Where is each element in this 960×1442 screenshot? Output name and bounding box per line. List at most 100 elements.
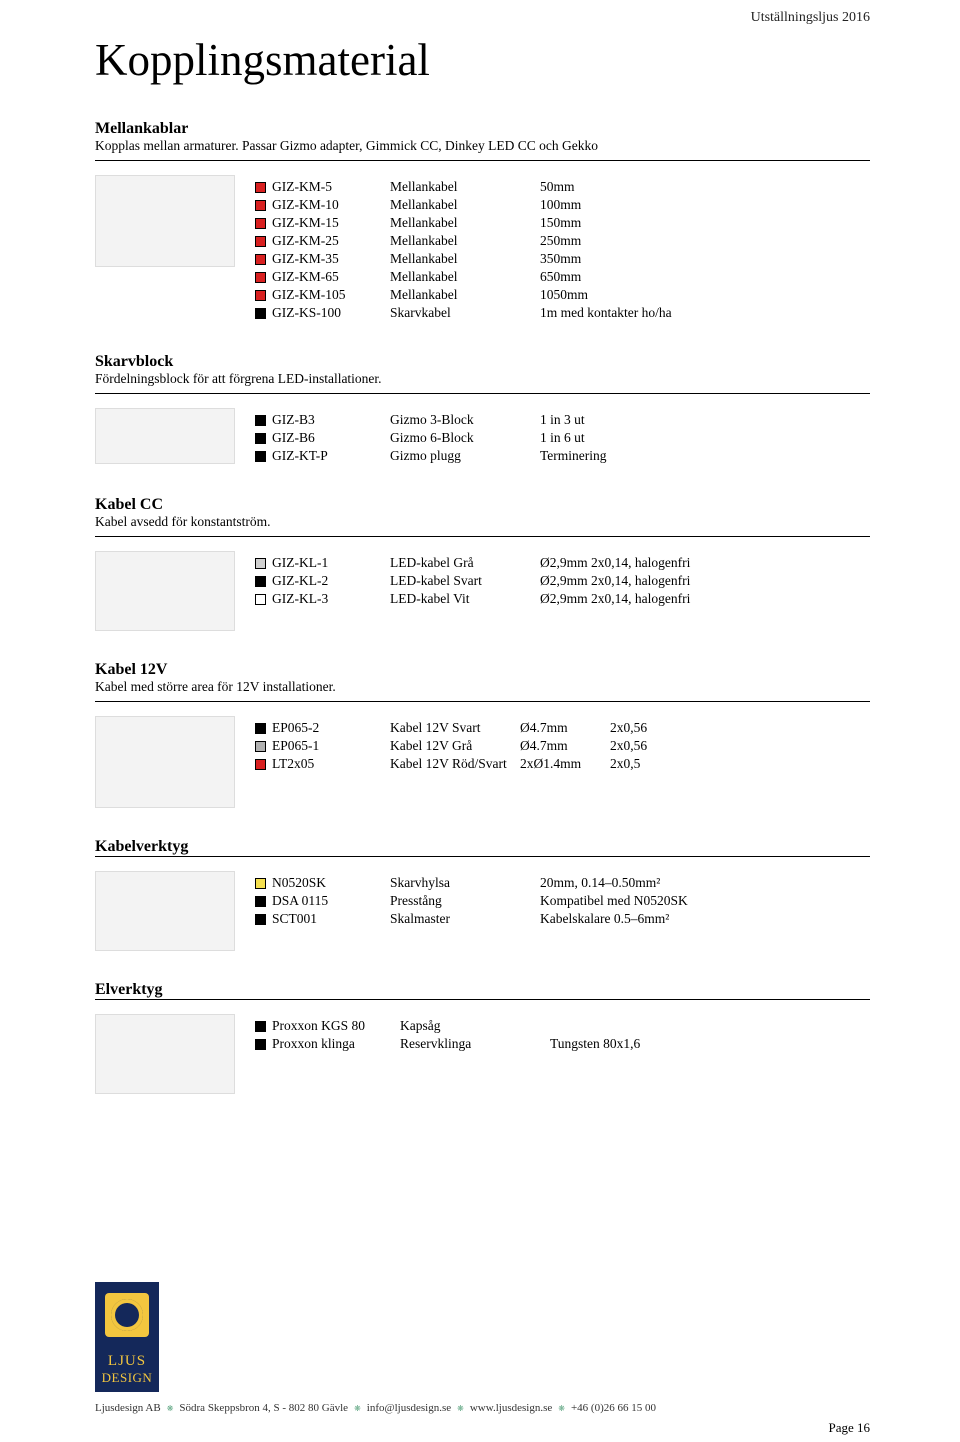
item-spec2: 2x0,5 <box>610 756 870 772</box>
item-name: Skarvkabel <box>390 305 540 321</box>
item-code: Proxxon klinga <box>272 1036 400 1052</box>
item-spec: 20mm, 0.14–0.50mm² <box>540 875 870 891</box>
color-swatch <box>255 1021 266 1032</box>
section-kabelcc: Kabel CC Kabel avsedd för konstantström.… <box>95 496 870 631</box>
section-elverktyg: Elverktyg Proxxon KGS 80KapsågProxxon kl… <box>95 981 870 1094</box>
logo-text-1: LJUS <box>108 1353 146 1370</box>
data-row: Proxxon klingaReservklingaTungsten 80x1,… <box>255 1036 870 1052</box>
section-kabelverktyg: Kabelverktyg N0520SKSkarvhylsa20mm, 0.14… <box>95 838 870 951</box>
item-code: GIZ-KM-10 <box>272 197 390 213</box>
section-kabel12v: Kabel 12V Kabel med större area för 12V … <box>95 661 870 808</box>
item-spec: Ø2,9mm 2x0,14, halogenfri <box>540 591 870 607</box>
main-title: Kopplingsmaterial <box>95 34 870 86</box>
footer-part: info@ljusdesign.se <box>367 1402 451 1414</box>
item-spec1: 2xØ1.4mm <box>520 756 610 772</box>
data-list: GIZ-KL-1LED-kabel GråØ2,9mm 2x0,14, halo… <box>255 551 870 609</box>
bullet-icon: ❋ <box>558 1404 565 1413</box>
data-row: SCT001SkalmasterKabelskalare 0.5–6mm² <box>255 911 870 927</box>
data-row: N0520SKSkarvhylsa20mm, 0.14–0.50mm² <box>255 875 870 891</box>
item-name: LED-kabel Grå <box>390 555 540 571</box>
item-code: GIZ-B3 <box>272 412 390 428</box>
item-name: Reservklinga <box>400 1036 550 1052</box>
footer-part: Ljusdesign AB <box>95 1402 161 1414</box>
item-name: Mellankabel <box>390 179 540 195</box>
data-row: GIZ-KM-25Mellankabel250mm <box>255 233 870 249</box>
footer-line: Ljusdesign AB❋Södra Skeppsbron 4, S - 80… <box>95 1402 870 1414</box>
item-name: Mellankabel <box>390 197 540 213</box>
item-spec2: 2x0,56 <box>610 738 870 754</box>
color-swatch <box>255 558 266 569</box>
item-spec: Kompatibel med N0520SK <box>540 893 870 909</box>
item-code: EP065-1 <box>272 738 390 754</box>
color-swatch <box>255 759 266 770</box>
data-row: GIZ-B6Gizmo 6-Block1 in 6 ut <box>255 430 870 446</box>
data-row: GIZ-KM-105Mellankabel1050mm <box>255 287 870 303</box>
header-right: Utställningsljus 2016 <box>95 10 870 26</box>
item-code: GIZ-KM-65 <box>272 269 390 285</box>
section-desc: Kabel med större area för 12V installati… <box>95 679 870 695</box>
item-code: EP065-2 <box>272 720 390 736</box>
color-swatch <box>255 218 266 229</box>
item-code: LT2x05 <box>272 756 390 772</box>
item-name: Kabel 12V Svart <box>390 720 520 736</box>
data-row: GIZ-B3Gizmo 3-Block1 in 3 ut <box>255 412 870 428</box>
item-code: GIZ-KL-2 <box>272 573 390 589</box>
color-swatch <box>255 723 266 734</box>
item-spec: 100mm <box>540 197 870 213</box>
section-desc: Kopplas mellan armaturer. Passar Gizmo a… <box>95 138 870 154</box>
data-row: GIZ-KM-5Mellankabel50mm <box>255 179 870 195</box>
color-swatch <box>255 433 266 444</box>
footer-part: +46 (0)26 66 15 00 <box>571 1402 656 1414</box>
section-title: Skarvblock <box>95 353 870 371</box>
item-spec: Tungsten 80x1,6 <box>550 1036 870 1052</box>
item-name: Gizmo plugg <box>390 448 540 464</box>
item-code: GIZ-KT-P <box>272 448 390 464</box>
color-swatch <box>255 272 266 283</box>
item-code: GIZ-KL-3 <box>272 591 390 607</box>
item-name: Mellankabel <box>390 251 540 267</box>
data-row: GIZ-KS-100Skarvkabel1m med kontakter ho/… <box>255 305 870 321</box>
item-code: GIZ-KM-35 <box>272 251 390 267</box>
item-spec: Kabelskalare 0.5–6mm² <box>540 911 870 927</box>
item-spec: 1 in 6 ut <box>540 430 870 446</box>
color-swatch <box>255 200 266 211</box>
color-swatch <box>255 1039 266 1050</box>
item-spec2: 2x0,56 <box>610 720 870 736</box>
item-name: Presstång <box>390 893 540 909</box>
section-title: Kabel 12V <box>95 661 870 679</box>
item-spec: 650mm <box>540 269 870 285</box>
data-row: GIZ-KL-3LED-kabel VitØ2,9mm 2x0,14, halo… <box>255 591 870 607</box>
section-desc: Fördelningsblock för att förgrena LED-in… <box>95 371 870 387</box>
item-name: Mellankabel <box>390 269 540 285</box>
color-swatch <box>255 290 266 301</box>
divider <box>95 701 870 702</box>
product-image <box>95 551 255 631</box>
section-title: Kabel CC <box>95 496 870 514</box>
color-swatch <box>255 878 266 889</box>
product-image <box>95 408 255 464</box>
color-swatch <box>255 741 266 752</box>
page-number: Page 16 <box>828 1420 870 1436</box>
data-row: GIZ-KM-10Mellankabel100mm <box>255 197 870 213</box>
item-name: Mellankabel <box>390 233 540 249</box>
footer-part: www.ljusdesign.se <box>470 1402 552 1414</box>
color-swatch <box>255 254 266 265</box>
divider <box>95 160 870 161</box>
logo-text-2: DESIGN <box>102 1370 153 1386</box>
item-name: Gizmo 6-Block <box>390 430 540 446</box>
item-name: Mellankabel <box>390 287 540 303</box>
bullet-icon: ❋ <box>457 1404 464 1413</box>
section-title: Elverktyg <box>95 981 870 999</box>
bullet-icon: ❋ <box>167 1404 174 1413</box>
bullet-icon: ❋ <box>354 1404 361 1413</box>
color-swatch <box>255 576 266 587</box>
data-row: EP065-2Kabel 12V SvartØ4.7mm2x0,56 <box>255 720 870 736</box>
item-spec: 150mm <box>540 215 870 231</box>
item-code: GIZ-KS-100 <box>272 305 390 321</box>
item-code: SCT001 <box>272 911 390 927</box>
product-image <box>95 1014 255 1094</box>
divider <box>95 393 870 394</box>
data-row: GIZ-KM-65Mellankabel650mm <box>255 269 870 285</box>
data-row: GIZ-KT-PGizmo pluggTerminering <box>255 448 870 464</box>
item-name: Mellankabel <box>390 215 540 231</box>
